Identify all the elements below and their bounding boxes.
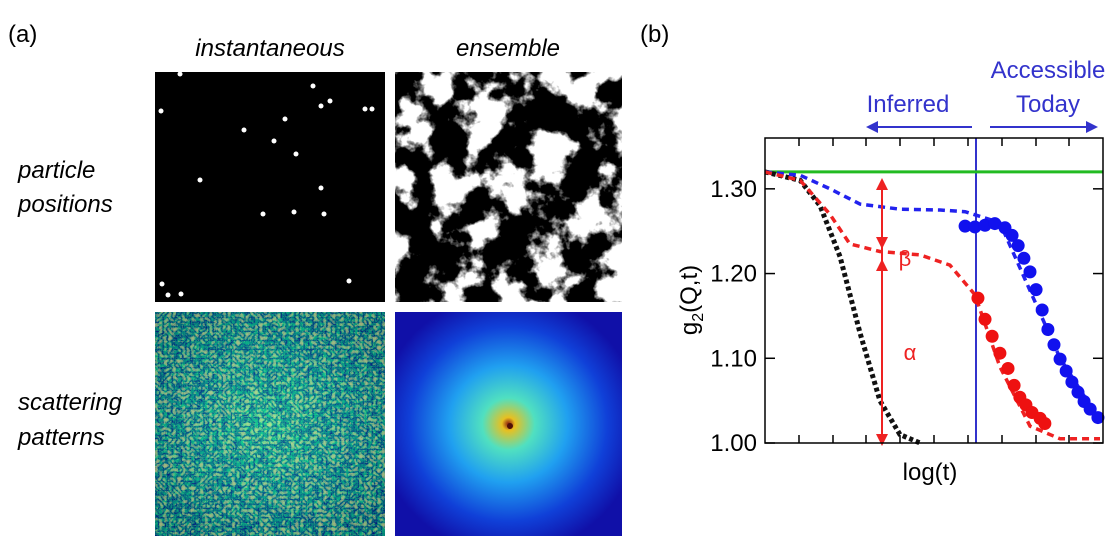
curve	[764, 170, 1100, 441]
data-point	[1005, 228, 1019, 242]
annotation: Accessible	[991, 57, 1106, 84]
amplitude-arrows	[876, 178, 888, 446]
row-label: particle	[17, 157, 95, 184]
row-label: positions	[17, 191, 113, 218]
row-label: patterns	[17, 424, 105, 451]
data-point	[988, 217, 1002, 231]
data-point	[1047, 338, 1061, 352]
x-minor-ticks	[798, 138, 1070, 443]
data-point	[958, 219, 972, 233]
data-point	[1029, 283, 1043, 297]
ensemble-density-image	[395, 72, 622, 302]
data-point	[1035, 303, 1049, 317]
speckle-pattern-image	[155, 312, 385, 536]
y-tick-label: 1.20	[710, 261, 757, 288]
annotation: Inferred	[867, 91, 950, 118]
data-point	[968, 220, 982, 234]
plot-frame	[764, 137, 1104, 444]
data-point	[1071, 385, 1085, 399]
data-point	[1007, 378, 1021, 392]
region-arrows	[866, 121, 1098, 133]
annotation: α	[904, 340, 917, 365]
data-point	[1065, 375, 1079, 389]
y-tick-label: 1.10	[710, 345, 757, 372]
annotation: β	[899, 246, 912, 271]
ensemble-pattern-image	[395, 312, 622, 536]
plot-area: 1.00 1.10 1.20 1.30	[710, 169, 1105, 457]
data-point	[971, 291, 985, 305]
data-point	[1001, 361, 1015, 375]
data-point	[1017, 251, 1031, 265]
data-point	[978, 312, 992, 326]
data-point	[993, 346, 1007, 360]
x-axis-label: log(t)	[903, 459, 958, 486]
annotation: Today	[1016, 91, 1080, 118]
row-label: scattering	[18, 389, 123, 416]
column-label: ensemble	[456, 35, 560, 62]
data-point	[1059, 364, 1073, 378]
data-point	[1041, 322, 1055, 336]
data-point	[1038, 417, 1052, 431]
data-point	[1023, 265, 1037, 279]
y-tick-label: 1.00	[710, 430, 757, 457]
y-tick-label: 1.30	[710, 176, 757, 203]
data-point	[1083, 402, 1097, 416]
y-axis-label: g2(Q,t)	[676, 265, 707, 335]
data-point	[1011, 239, 1025, 253]
data-point	[978, 218, 992, 232]
curve	[764, 170, 1100, 419]
data-point	[985, 329, 999, 343]
data-point	[1053, 352, 1067, 366]
data-point	[1091, 411, 1105, 425]
curve	[764, 169, 922, 446]
column-label: instantaneous	[195, 35, 344, 62]
panel-label: (b)	[640, 21, 669, 48]
panel-label: (a)	[8, 21, 37, 48]
particle-image	[155, 71, 385, 302]
